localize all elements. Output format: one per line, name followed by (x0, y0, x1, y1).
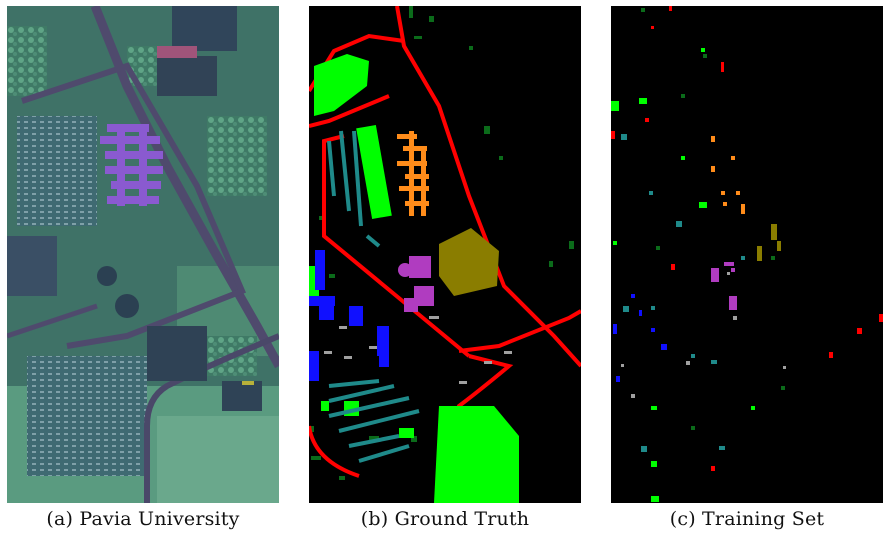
parking-lot (27, 356, 147, 476)
pavia-satellite-scene (7, 6, 279, 503)
caption-ground-truth: (b) Ground Truth (360, 508, 530, 530)
caption-training-set: (c) Training Set (669, 508, 825, 530)
caption-pavia-university: (a) Pavia University (46, 508, 240, 530)
pavia-university-image (7, 6, 279, 503)
training-set-map (611, 6, 883, 503)
ground-truth-classes (309, 6, 581, 503)
parking-lot (17, 116, 97, 226)
training-samples (611, 6, 883, 503)
ground-truth-map (309, 6, 581, 503)
